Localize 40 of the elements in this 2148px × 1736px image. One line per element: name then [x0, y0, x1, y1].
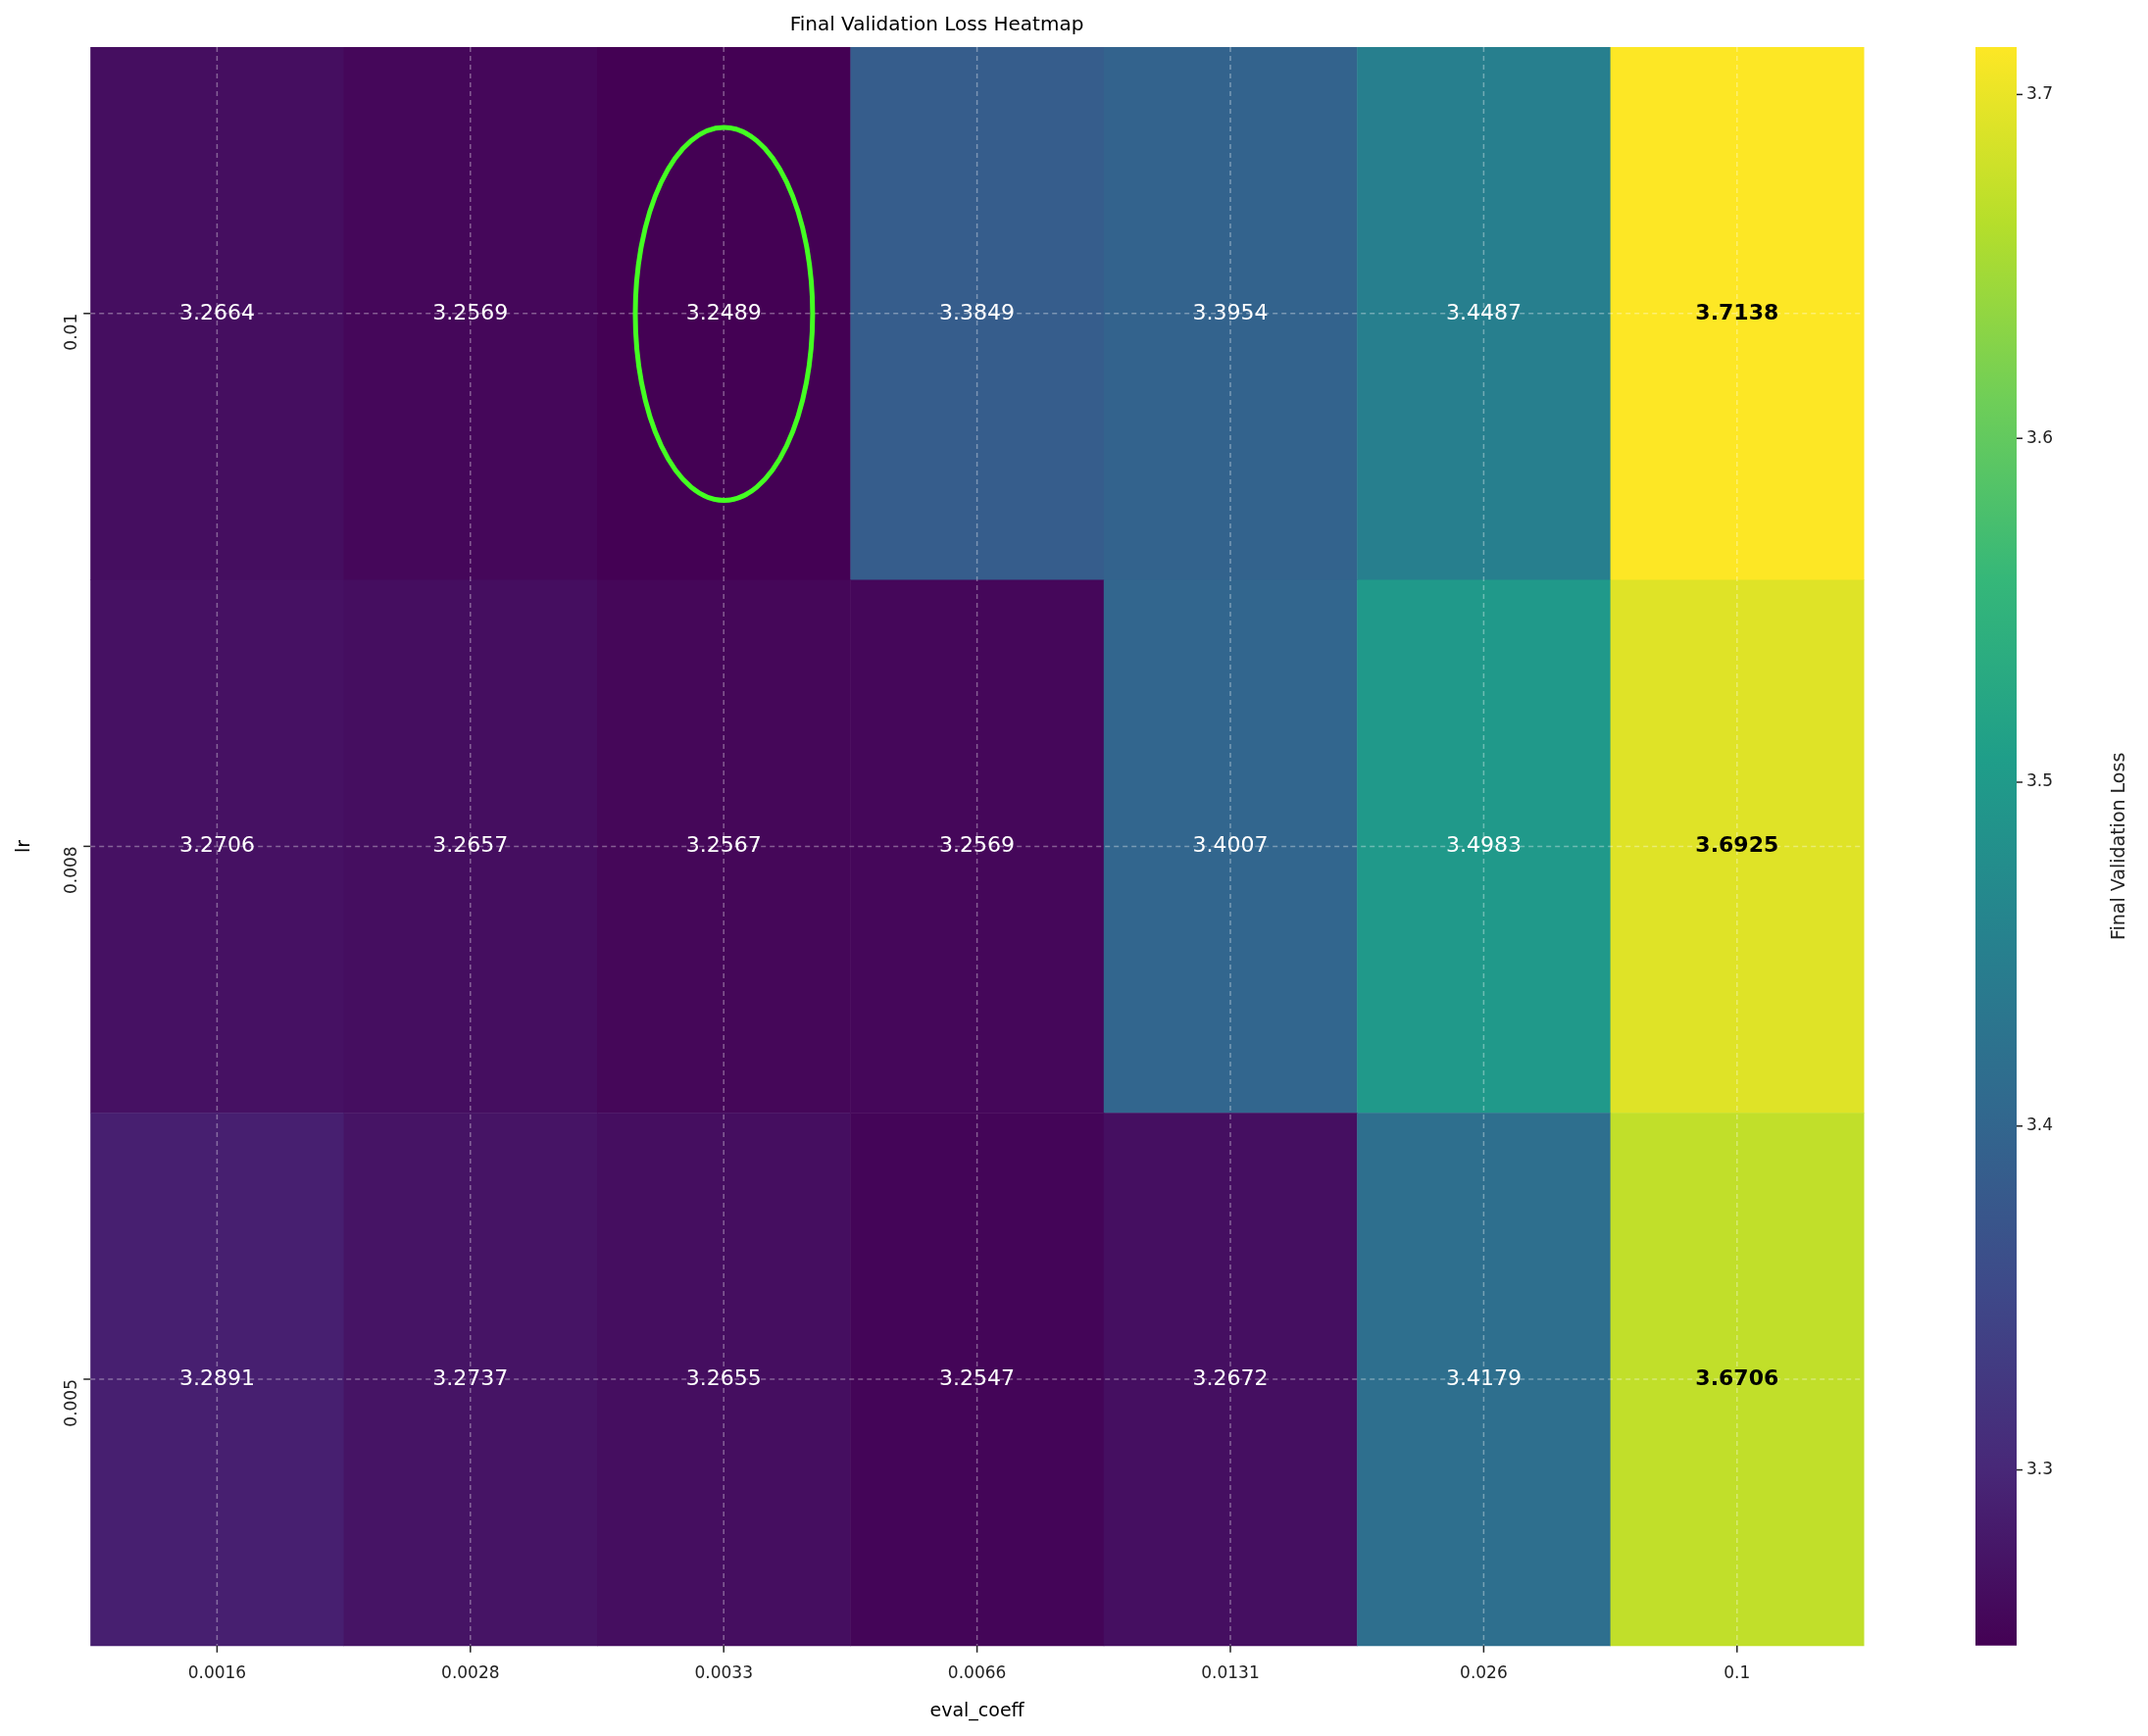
data-label: 3.2569 [939, 832, 1016, 858]
data-label: 3.2672 [1192, 1364, 1269, 1390]
data-label: 3.2567 [685, 832, 762, 858]
data-label: 3.6925 [1695, 832, 1779, 858]
y-tick-label: 0.005 [60, 1379, 80, 1427]
data-label: 3.4179 [1445, 1364, 1522, 1390]
x-tick-label: 0.0033 [694, 1662, 753, 1683]
data-label: 3.3954 [1192, 299, 1269, 324]
data-label: 3.4983 [1445, 832, 1522, 858]
color-bar-label: 3.7 [2026, 82, 2054, 103]
color-bar-label: 3.5 [2026, 770, 2054, 791]
x-tick-label: 0.026 [1460, 1662, 1508, 1683]
x-tick-label: 0.1 [1723, 1662, 1751, 1683]
data-label: 3.7138 [1695, 299, 1779, 324]
data-label: 3.2489 [685, 299, 762, 324]
x-axis-title: eval_coeff [929, 1698, 1025, 1721]
data-label: 3.2737 [432, 1364, 509, 1390]
color-bar-label: 3.4 [2026, 1115, 2054, 1135]
data-label: 3.4487 [1445, 299, 1522, 324]
data-label: 3.2547 [939, 1364, 1016, 1390]
x-tick-label: 0.0028 [441, 1662, 500, 1683]
data-label: 3.2655 [685, 1364, 762, 1390]
color-bar-label: 3.6 [2026, 426, 2054, 447]
color-bar-title: Final Validation Loss [2106, 752, 2128, 941]
y-tick-label: 0.008 [60, 846, 80, 895]
color-bar-label: 3.3 [2026, 1458, 2054, 1478]
data-label: 3.6706 [1695, 1364, 1779, 1390]
data-label: 3.2891 [178, 1364, 255, 1390]
data-label: 3.2569 [432, 299, 509, 324]
y-axis-title: lr [12, 839, 34, 853]
x-tick-label: 0.0016 [187, 1662, 247, 1683]
x-tick-label: 0.0131 [1201, 1662, 1260, 1683]
data-label: 3.4007 [1192, 832, 1269, 858]
data-label: 3.3849 [939, 299, 1016, 324]
x-tick-label: 0.0066 [947, 1662, 1007, 1683]
data-label: 3.2664 [178, 299, 255, 324]
data-label: 3.2657 [432, 832, 509, 858]
data-label: 3.2706 [178, 832, 255, 858]
y-tick-label: 0.01 [60, 313, 80, 351]
chart-title: Final Validation Loss Heatmap [789, 12, 1084, 36]
